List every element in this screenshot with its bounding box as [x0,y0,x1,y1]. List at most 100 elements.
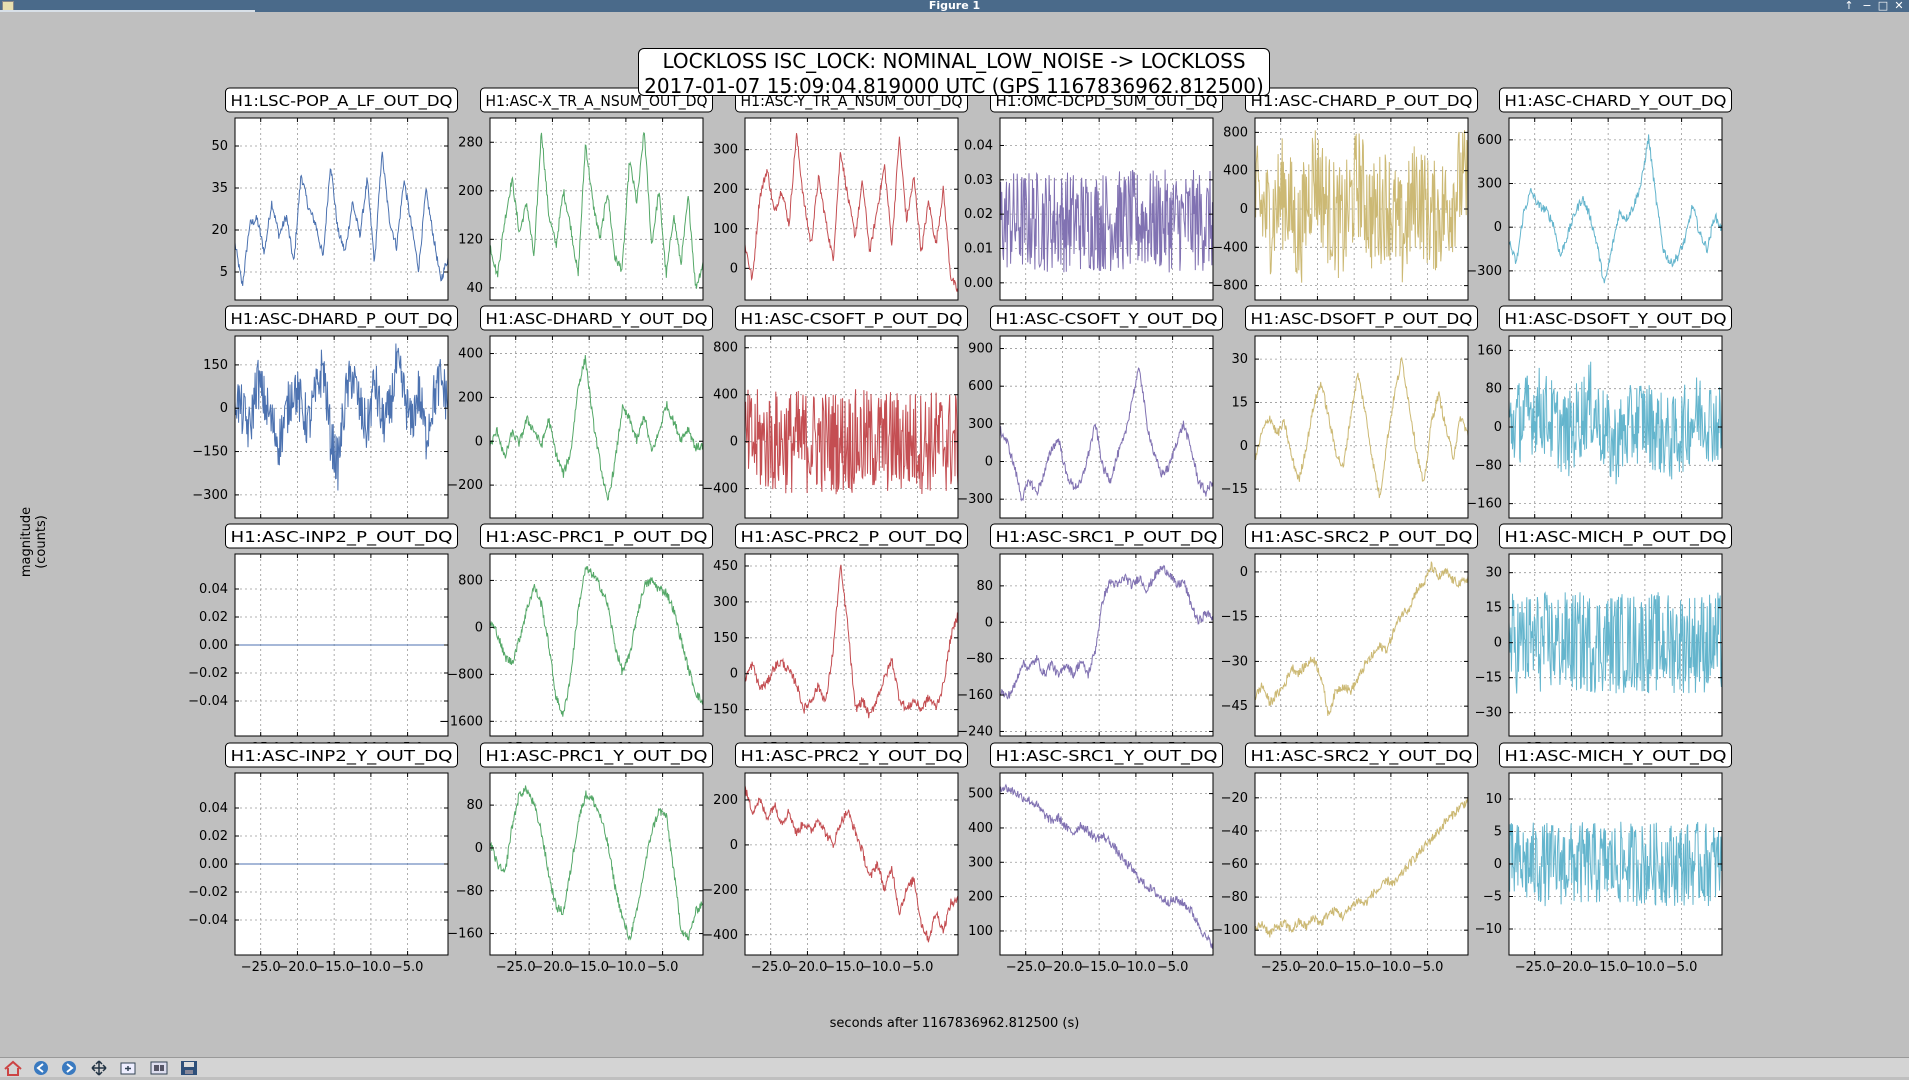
x-tick-label: −5.0 [647,960,679,975]
panel-title-box [1499,87,1732,113]
y-tick-label: −30 [1475,706,1502,721]
y-tick-label: 0.04 [199,801,228,816]
panel-H1:ASC-PRC2_P_OUT_DQ: −25.0−20.0−15.0−10.0−5.0−1500150300450H1… [702,523,968,756]
panel-title-box [480,523,713,549]
y-tick-label: 0 [985,455,993,470]
y-tick-label: −0.04 [188,694,228,709]
y-tick-label: 0.00 [199,857,228,872]
zoom-icon[interactable] [118,1060,140,1076]
axes-background [1000,336,1213,518]
save-icon[interactable] [178,1060,200,1076]
maximize-icon[interactable]: □ [1877,0,1889,12]
y-tick-label: −400 [1212,240,1248,255]
y-tick-label: 15 [1485,601,1502,616]
axes-frame [489,553,704,737]
axes-frame [999,117,1214,301]
y-tick-label: 0.01 [964,241,993,256]
panel-title-box [1499,523,1732,549]
panel-title: H1:ASC-MICH_Y_OUT_DQ [1505,747,1727,766]
axes-frame [999,772,1214,956]
x-tick-label: −20.0 [1298,960,1338,975]
panel-H1:ASC-PRC1_P_OUT_DQ: −25.0−20.0−15.0−10.0−5.0−1600−8000800H1:… [439,523,713,756]
y-tick-label: −160 [447,927,483,942]
y-tick-label: 200 [458,390,483,405]
axes-background [490,118,703,300]
y-tick-label: −100 [1212,923,1248,938]
y-tick-label: 0 [1494,857,1502,872]
y-tick-label: 300 [968,417,993,432]
panel-H1:ASC-CHARD_P_OUT_DQ: −25.0−20.0−15.0−10.0−5.0−800−4000400800H… [1212,87,1478,320]
series-line [999,783,1214,949]
pan-icon[interactable] [88,1060,110,1076]
series-line [489,131,704,289]
y-tick-label: −300 [957,492,993,507]
series-line [999,564,1214,700]
y-tick-label: 400 [713,388,738,403]
y-tick-label: −160 [957,688,993,703]
y-tick-label: 50 [211,139,228,154]
y-tick-label: −150 [192,445,228,460]
series-line [744,564,959,719]
restore-icon[interactable]: − [1862,0,1872,12]
x-tick-label: −15.0 [824,960,864,975]
axes-background [490,554,703,736]
y-tick-label: 800 [1223,125,1248,140]
y-tick-label: 80 [1485,382,1502,397]
y-tick-label: 0 [475,620,483,635]
panel-H1:ASC-MICH_Y_OUT_DQ: −25.0−20.0−15.0−10.0 −5.0 −10 −5 0 5 10 H1:ASC-… [1475,742,1732,975]
panel-title-box [735,523,968,549]
panel-H1:ASC-DHARD_Y_OUT_DQ: −25.0−20.0−15.0−10.0−5.0−2000200400H1:AS… [447,305,713,538]
panel-title: H1:ASC-CHARD_P_OUT_DQ [1251,92,1473,111]
panel-title-box [990,305,1223,331]
axes-frame [999,553,1214,737]
y-tick-label: −15 [1221,482,1248,497]
panel-title: H1:ASC-DHARD_P_OUT_DQ [231,310,453,329]
panel-H1:ASC-INP2_P_OUT_DQ: −25.0−20.0−15.0−10.0−5.0−0.04−0.020.000.… [188,523,458,756]
axes-frame [1508,553,1723,737]
axes-frame [1254,553,1469,737]
axes-frame [489,772,704,956]
close-icon[interactable]: ✕ [1894,0,1904,12]
y-tick-label: 0 [1494,220,1502,235]
back-icon[interactable] [30,1060,52,1076]
series-line [489,566,704,717]
y-tick-label: −5 [1483,890,1502,905]
y-tick-label: −60 [1221,857,1248,872]
x-tick-label: −25.0 [241,960,281,975]
panel-title-box [1245,305,1478,331]
y-tick-label: 160 [1477,343,1502,358]
series-line [744,133,959,293]
panel-title: H1:ASC-PRC2_Y_OUT_DQ [741,747,963,766]
y-tick-label: −80 [1475,458,1502,473]
forward-icon[interactable] [58,1060,80,1076]
y-tick-label: 30 [1485,566,1502,581]
y-tick-label: 40 [466,281,483,296]
subplots-icon[interactable] [148,1060,170,1076]
axes-frame [999,335,1214,519]
y-tick-label: 0 [1494,636,1502,651]
panel-title: H1:ASC-CSOFT_P_OUT_DQ [741,310,963,329]
panel-H1:ASC-DSOFT_P_OUT_DQ: −25.0−20.0−15.0−10.0−5.0−1501530H1:ASC-D… [1221,305,1478,538]
panel-title-box [225,742,458,768]
y-tick-label: −20 [1221,791,1248,806]
y-tick-label: 30 [1231,352,1248,367]
panel-title-box [1245,87,1478,113]
y-tick-label: 200 [713,793,738,808]
y-tick-label: 150 [713,631,738,646]
y-tick-label: 300 [713,143,738,158]
navigation-toolbar [0,1057,1909,1077]
y-tick-label: 800 [713,341,738,356]
figure-xlabel: seconds after 1167836962.812500 (s) [829,1016,1080,1031]
axes-background [745,554,958,736]
panel-title: H1:ASC-Y_TR_A_NSUM_OUT_DQ [741,92,963,111]
home-icon[interactable] [2,1060,24,1076]
up-arrow-icon[interactable]: ↑ [1844,0,1854,12]
y-tick-label: 10 [1485,792,1502,807]
series-line [1254,130,1469,283]
x-tick-label: −20.0 [1043,960,1083,975]
x-tick-label: −25.0 [751,960,791,975]
panel-title: H1:ASC-DSOFT_P_OUT_DQ [1251,310,1473,329]
series-line [1508,821,1723,907]
x-tick-label: −10.0 [606,960,646,975]
panel-title: H1:ASC-MICH_P_OUT_DQ [1505,528,1727,547]
